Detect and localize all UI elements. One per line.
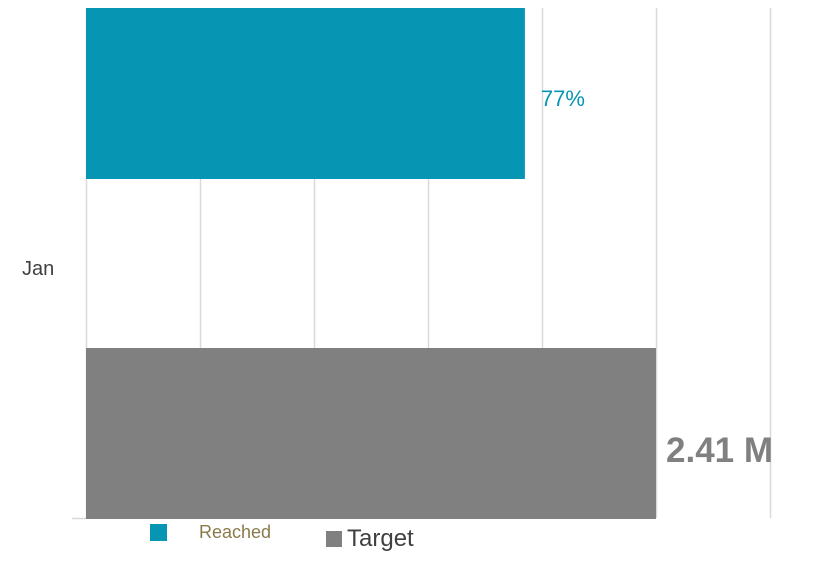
category-labels: Jan (22, 258, 54, 280)
bar-chart: 77% 2.41 M Jan (22, 8, 773, 520)
bars (86, 8, 656, 519)
bar-reached (86, 8, 525, 179)
data-label-target: 2.41 M (666, 431, 773, 470)
legend-swatch-reached (150, 524, 167, 541)
data-labels: 77% 2.41 M (541, 86, 773, 470)
legend-swatch-target (326, 531, 342, 547)
legend-label-reached: Reached (199, 522, 272, 542)
bar-target (86, 348, 656, 519)
legend-label-target: Target (347, 525, 414, 552)
legend-item-target: Target (326, 525, 414, 553)
data-label-reached: 77% (541, 86, 585, 111)
category-label-jan: Jan (22, 258, 54, 280)
legend: Reached Target (0, 522, 813, 572)
legend-item-reached: Reached (150, 522, 271, 543)
